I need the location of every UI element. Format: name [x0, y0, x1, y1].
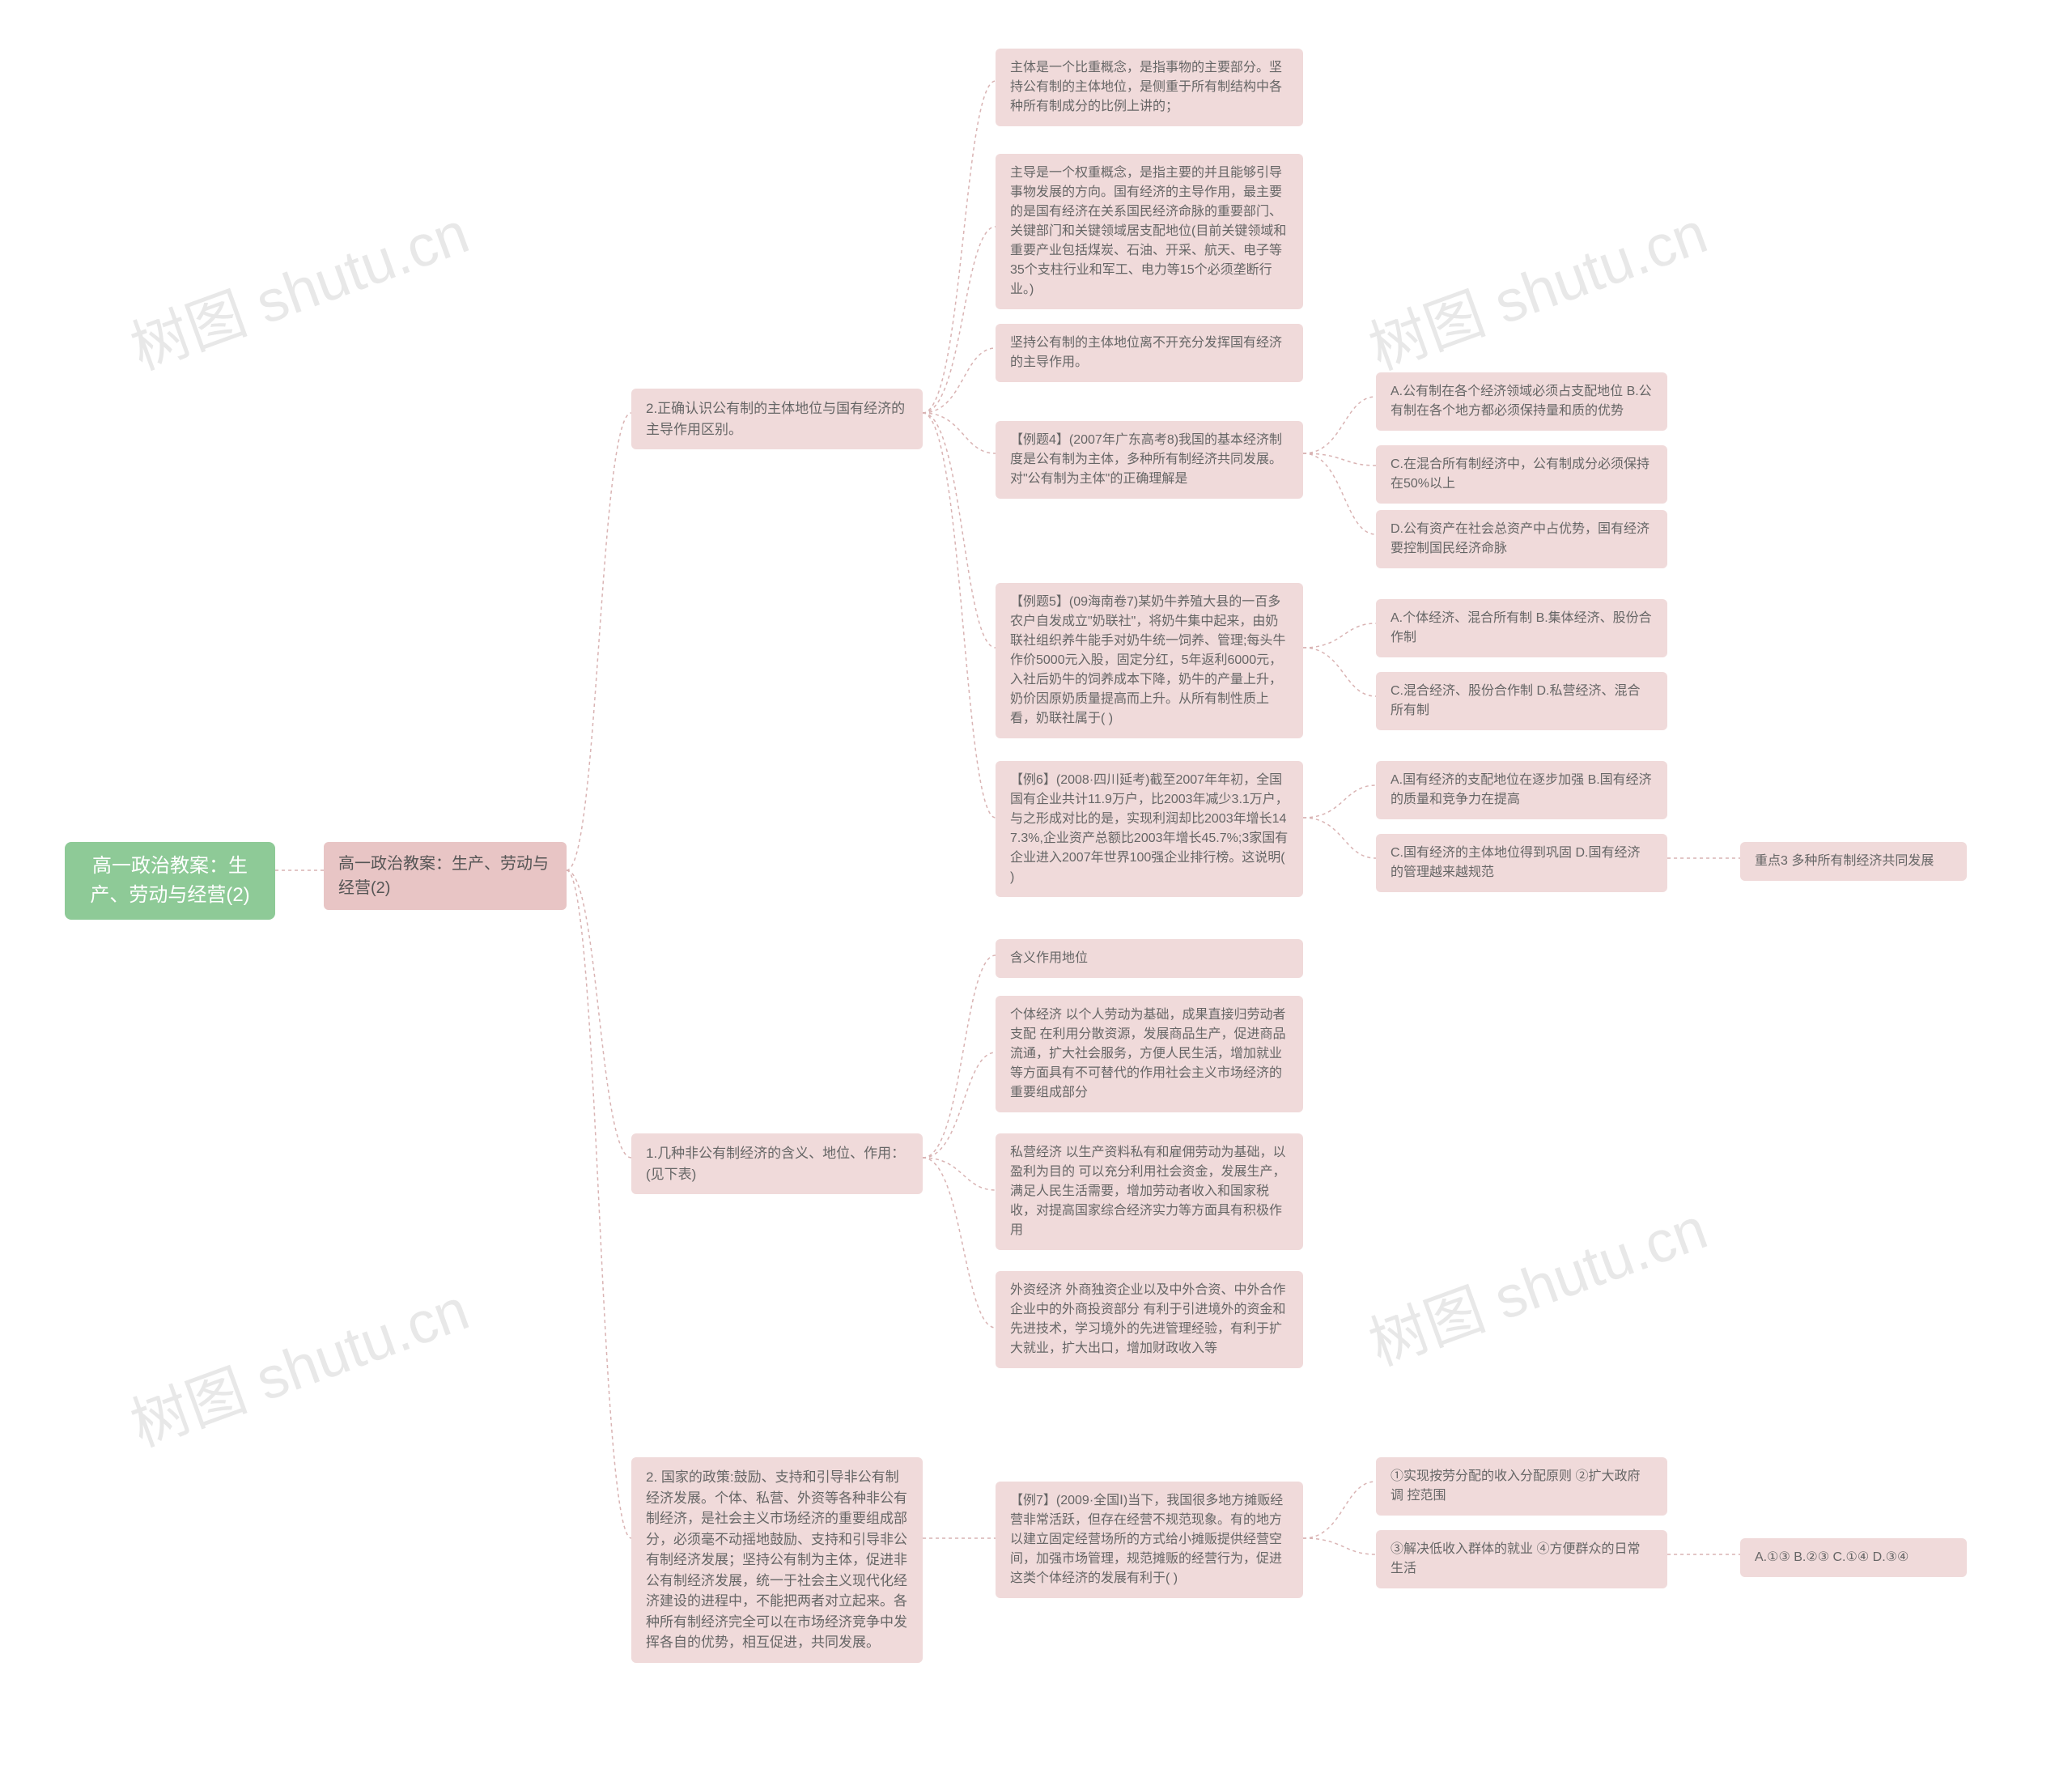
leaf-node[interactable]: ③解决低收入群体的就业 ④方便群众的日常生活	[1376, 1530, 1667, 1588]
leaf-node[interactable]: 含义作用地位	[996, 939, 1303, 978]
leaf-node[interactable]: 【例7】(2009·全国Ⅰ)当下，我国很多地方摊贩经营非常活跃，但存在经营不规范…	[996, 1482, 1303, 1598]
leaf-node[interactable]: D.公有资产在社会总资产中占优势，国有经济要控制国民经济命脉	[1376, 510, 1667, 568]
leaf-node[interactable]: 主体是一个比重概念，是指事物的主要部分。坚持公有制的主体地位，是侧重于所有制结构…	[996, 49, 1303, 126]
leaf-node[interactable]: 坚持公有制的主体地位离不开充分发挥国有经济的主导作用。	[996, 324, 1303, 382]
section-node[interactable]: 2.正确认识公有制的主体地位与国有经济的主导作用区别。	[631, 389, 923, 449]
watermark: 树图 shutu.cn	[117, 1262, 478, 1463]
level1-node[interactable]: 高一政治教案：生产、劳动与经营(2)	[324, 842, 567, 910]
mindmap-canvas: 树图 shutu.cn 树图 shutu.cn 树图 shutu.cn 树图 s…	[0, 0, 2072, 1790]
leaf-node[interactable]: C.在混合所有制经济中，公有制成分必须保持在50%以上	[1376, 445, 1667, 504]
leaf-node[interactable]: 主导是一个权重概念，是指主要的并且能够引导事物发展的方向。国有经济的主导作用，最…	[996, 154, 1303, 309]
root-node[interactable]: 高一政治教案：生产、劳动与经营(2)	[65, 842, 275, 920]
leaf-node[interactable]: 个体经济 以个人劳动为基础，成果直接归劳动者支配 在利用分散资源，发展商品生产，…	[996, 996, 1303, 1112]
leaf-node[interactable]: 【例6】(2008·四川延考)截至2007年年初，全国国有企业共计11.9万户，…	[996, 761, 1303, 897]
leaf-node[interactable]: A.①③ B.②③ C.①④ D.③④	[1740, 1538, 1967, 1577]
leaf-node[interactable]: 外资经济 外商独资企业以及中外合资、中外合作企业中的外商投资部分 有利于引进境外…	[996, 1271, 1303, 1368]
watermark: 树图 shutu.cn	[1356, 1181, 1717, 1382]
section-node[interactable]: 1.几种非公有制经济的含义、地位、作用：(见下表)	[631, 1133, 923, 1194]
leaf-node[interactable]: ①实现按劳分配的收入分配原则 ②扩大政府调 控范围	[1376, 1457, 1667, 1516]
leaf-node[interactable]: C.国有经济的主体地位得到巩固 D.国有经济的管理越来越规范	[1376, 834, 1667, 892]
leaf-node[interactable]: 重点3 多种所有制经济共同发展	[1740, 842, 1967, 881]
leaf-node[interactable]: A.公有制在各个经济领域必须占支配地位 B.公有制在各个地方都必须保持量和质的优…	[1376, 372, 1667, 431]
leaf-node[interactable]: A.个体经济、混合所有制 B.集体经济、股份合作制	[1376, 599, 1667, 657]
leaf-node[interactable]: 【例题4】(2007年广东高考8)我国的基本经济制度是公有制为主体，多种所有制经…	[996, 421, 1303, 499]
watermark: 树图 shutu.cn	[117, 185, 478, 386]
leaf-node[interactable]: A.国有经济的支配地位在逐步加强 B.国有经济的质量和竞争力在提高	[1376, 761, 1667, 819]
leaf-node[interactable]: 私营经济 以生产资料私有和雇佣劳动为基础，以盈利为目的 可以充分利用社会资金，发…	[996, 1133, 1303, 1250]
watermark: 树图 shutu.cn	[1356, 185, 1717, 386]
leaf-node[interactable]: C.混合经济、股份合作制 D.私营经济、混合所有制	[1376, 672, 1667, 730]
section-node[interactable]: 2. 国家的政策:鼓励、支持和引导非公有制经济发展。个体、私营、外资等各种非公有…	[631, 1457, 923, 1663]
leaf-node[interactable]: 【例题5】(09海南卷7)某奶牛养殖大县的一百多农户自发成立"奶联社"，将奶牛集…	[996, 583, 1303, 738]
